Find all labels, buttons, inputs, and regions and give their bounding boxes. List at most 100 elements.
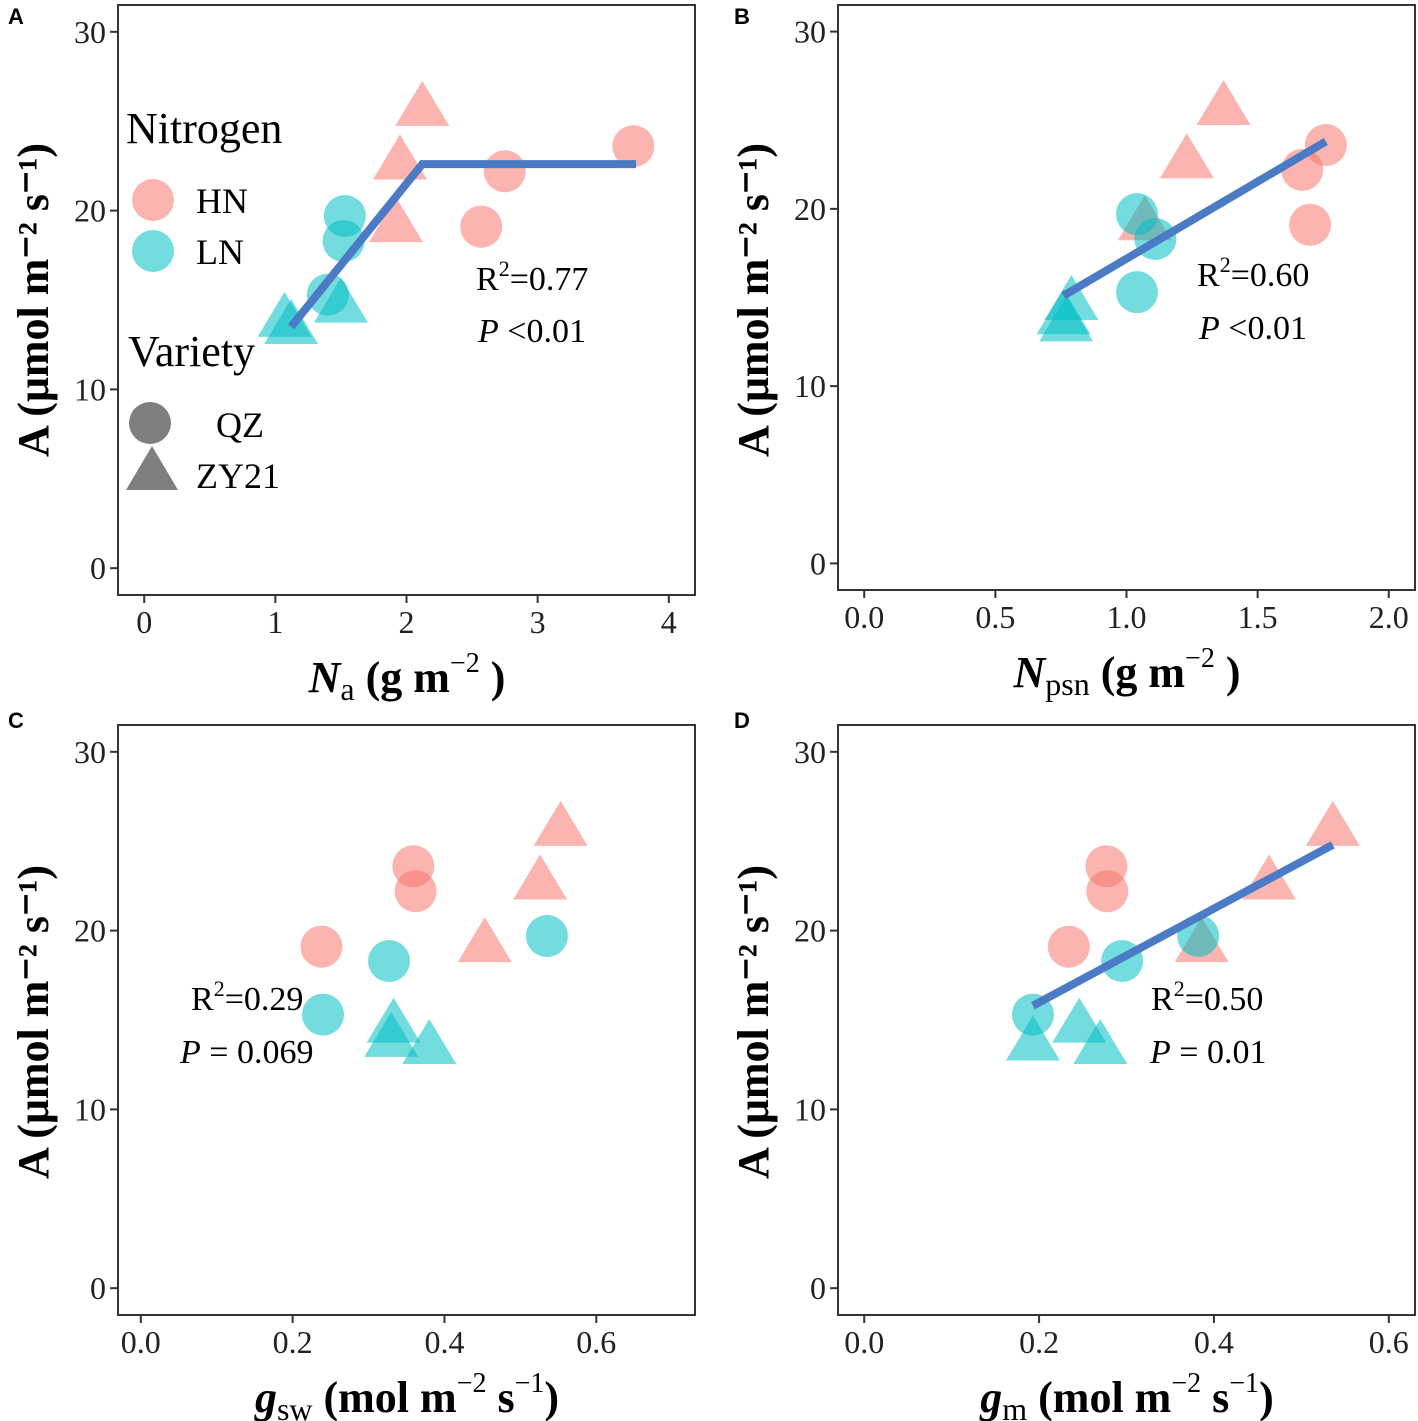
legend-zy21-swatch bbox=[126, 446, 178, 490]
y-tick-label: 0 bbox=[810, 545, 826, 581]
stat-r2: R2=0.50 bbox=[1151, 976, 1263, 1018]
x-tick-label: 3 bbox=[530, 604, 546, 640]
legend-qz-label: QZ bbox=[216, 405, 264, 445]
x-tick-label: 0.0 bbox=[121, 1324, 161, 1360]
fit-line bbox=[287, 160, 636, 330]
x-axis-symbol: g bbox=[254, 1373, 277, 1421]
point-hn-qz bbox=[1086, 870, 1129, 913]
stat-p: P = 0.069 bbox=[179, 1034, 313, 1071]
x-axis-unit-close: ) bbox=[1259, 1373, 1274, 1421]
stat-r2-letter: R bbox=[1197, 257, 1220, 294]
x-tick-label: 0.6 bbox=[1369, 1324, 1409, 1360]
x-axis-title: gsw (mol m−2 s−1) bbox=[254, 1368, 559, 1421]
x-tick-label: 0.0 bbox=[844, 1324, 884, 1360]
stat-p-symbol: = bbox=[201, 1034, 237, 1071]
stat-r2-value: 0.77 bbox=[529, 261, 589, 298]
point-hn-qz bbox=[460, 205, 503, 248]
y-axis-title: A (μmol m⁻² s⁻¹) bbox=[9, 865, 58, 1179]
x-axis-unit: (mol m bbox=[313, 1373, 457, 1421]
stat-r2-exponent: 2 bbox=[1220, 252, 1231, 277]
point-hn-qz bbox=[1289, 203, 1332, 246]
legend-variety-title: Variety bbox=[128, 327, 255, 376]
y-tick-label: 20 bbox=[794, 913, 826, 949]
stat-p-letter: P bbox=[477, 313, 499, 350]
point-hn-zy21 bbox=[513, 854, 568, 900]
point-hn-zy21 bbox=[1159, 133, 1214, 179]
y-tick-label: 10 bbox=[794, 368, 826, 404]
x-tick-label: 0.0 bbox=[844, 599, 884, 635]
x-axis-exponent: −2 bbox=[450, 648, 480, 679]
x-axis-symbol: N bbox=[1013, 648, 1048, 697]
point-hn-zy21 bbox=[457, 917, 512, 963]
x-axis-unit: (g m bbox=[1090, 648, 1185, 697]
panel-label: D bbox=[734, 708, 750, 733]
stat-p-symbol: < bbox=[1220, 310, 1248, 347]
y-axis-title: A (μmol m⁻² s⁻¹) bbox=[9, 143, 58, 457]
x-axis-subscript: psn bbox=[1045, 666, 1089, 702]
x-tick-label: 0.2 bbox=[1019, 1324, 1059, 1360]
y-tick-label: 10 bbox=[74, 1091, 106, 1127]
stat-p-value: 0.01 bbox=[1207, 1034, 1267, 1071]
x-tick-label: 0.4 bbox=[424, 1324, 464, 1360]
y-tick-label: 20 bbox=[794, 191, 826, 227]
point-ln-zy21 bbox=[313, 277, 368, 323]
y-tick-label: 20 bbox=[74, 913, 106, 949]
stat-r2-equals: = bbox=[225, 981, 244, 1018]
legend-qz-swatch bbox=[129, 402, 171, 444]
panel-b: B 0 10 20 30 0.0 0.5 1.0 1.5 2.0 R2=0.60 P <0.01 A (… bbox=[729, 4, 1416, 702]
stat-r2-value: 0.60 bbox=[1250, 257, 1310, 294]
point-hn-qz bbox=[612, 125, 655, 168]
x-tick-label: 4 bbox=[661, 604, 677, 640]
x-axis-unit: (mol m bbox=[1027, 1373, 1171, 1421]
stat-r2-exponent: 2 bbox=[499, 256, 510, 281]
y-tick-label: 10 bbox=[794, 1091, 826, 1127]
stat-r2: R2=0.77 bbox=[476, 256, 588, 298]
y-axis-title: A (μmol m⁻² s⁻¹) bbox=[729, 865, 778, 1179]
legend: Nitrogen HN LN Variety QZ ZY21 bbox=[126, 104, 282, 496]
stat-r2-equals: = bbox=[1231, 257, 1250, 294]
x-axis-exponent: −2 bbox=[1171, 1368, 1201, 1399]
point-hn-qz bbox=[1047, 925, 1090, 968]
stat-r2-letter: R bbox=[191, 981, 214, 1018]
point-hn-zy21 bbox=[1196, 80, 1251, 126]
point-ln-zy21 bbox=[364, 1011, 419, 1057]
stat-p: P <0.01 bbox=[477, 313, 586, 350]
point-ln-zy21 bbox=[1039, 296, 1094, 342]
y-tick-label: 20 bbox=[74, 193, 106, 229]
stat-r2-value: 0.50 bbox=[1204, 981, 1264, 1018]
x-tick-label: 1 bbox=[267, 604, 283, 640]
x-axis-subscript: sw bbox=[277, 1391, 313, 1421]
panel-label: A bbox=[8, 4, 24, 29]
x-axis-exponent-2: −1 bbox=[515, 1368, 545, 1399]
x-axis-title: gm (mol m−2 s−1) bbox=[979, 1368, 1273, 1421]
stat-r2-exponent: 2 bbox=[1174, 976, 1185, 1001]
x-axis-symbol: g bbox=[979, 1373, 1002, 1421]
stat-p-symbol: = bbox=[1171, 1034, 1207, 1071]
x-tick-label: 0.5 bbox=[975, 599, 1015, 635]
point-hn-qz bbox=[483, 150, 526, 193]
point-ln-zy21 bbox=[402, 1019, 457, 1065]
x-axis-unit-2: s bbox=[486, 1373, 514, 1421]
stat-p: P = 0.01 bbox=[1149, 1034, 1266, 1071]
point-ln-qz bbox=[368, 940, 411, 982]
stat-p-value: 0.01 bbox=[526, 313, 586, 350]
point-hn-qz bbox=[394, 870, 437, 913]
legend-hn-swatch bbox=[132, 179, 174, 221]
stat-p-symbol: < bbox=[499, 313, 527, 350]
panel-label: B bbox=[734, 4, 750, 29]
x-tick-label: 2 bbox=[399, 604, 415, 640]
y-tick-label: 0 bbox=[90, 550, 106, 586]
point-hn-zy21 bbox=[1305, 800, 1360, 846]
stat-p-value: 0.069 bbox=[237, 1034, 314, 1071]
y-axis-title: A (μmol m⁻² s⁻¹) bbox=[729, 143, 778, 457]
stat-r2-letter: R bbox=[1151, 981, 1174, 1018]
legend-hn-label: HN bbox=[196, 181, 248, 221]
x-tick-label: 0.4 bbox=[1194, 1324, 1234, 1360]
y-tick-label: 10 bbox=[74, 371, 106, 407]
x-axis-symbol: N bbox=[308, 653, 343, 702]
x-axis-unit-close: ) bbox=[1215, 648, 1241, 697]
plot-frame bbox=[117, 4, 696, 596]
stat-r2: R2=0.29 bbox=[191, 976, 303, 1018]
